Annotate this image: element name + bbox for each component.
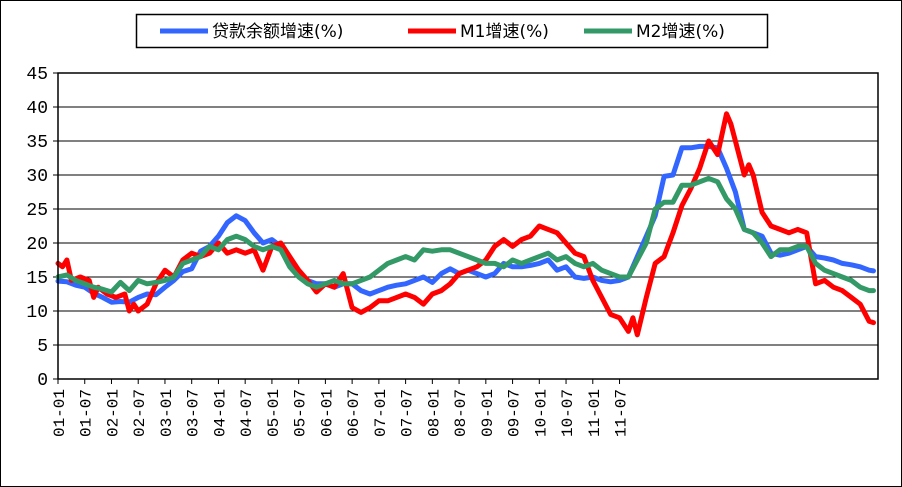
y-tick-label: 30	[26, 167, 48, 187]
y-tick-label: 40	[26, 99, 48, 119]
y-tick-label: 45	[26, 65, 48, 85]
series-line-m2	[55, 175, 876, 295]
y-tick-label: 0	[37, 371, 48, 391]
x-tick-label: 11-01	[586, 389, 604, 437]
x-tick-label: 04-01	[211, 389, 229, 437]
legend-label-m1: M1增速(%)	[460, 22, 549, 42]
y-tick-label: 20	[26, 235, 48, 255]
series-line-m1	[55, 111, 876, 338]
series-lines	[55, 111, 876, 338]
y-tick-label: 5	[37, 337, 48, 357]
y-tick-label: 10	[26, 303, 48, 323]
x-tick-label: 05-07	[292, 389, 310, 437]
x-tick-label: 10-01	[532, 389, 550, 437]
legend-label-loan: 贷款余额增速(%)	[212, 22, 343, 42]
x-tick-label: 09-07	[506, 389, 524, 437]
y-axis-ticks: 0 5 10 15 20 25 30 35 40 45	[26, 65, 58, 391]
x-tick-label: 02-07	[131, 389, 149, 437]
plot-area	[57, 72, 879, 380]
x-tick-label: 06-01	[318, 389, 336, 437]
x-tick-label: 06-07	[345, 389, 363, 437]
y-tick-label: 35	[26, 133, 48, 153]
x-tick-label: 05-01	[265, 389, 283, 437]
x-tick-label: 11-07	[613, 389, 631, 437]
legend: 贷款余额增速(%) M1增速(%) M2增速(%)	[135, 13, 769, 49]
x-tick-label: 07-07	[399, 389, 417, 437]
x-tick-label: 02-01	[104, 389, 122, 437]
y-tick-label: 15	[26, 269, 48, 289]
x-tick-label: 08-01	[425, 389, 443, 437]
legend-label-m2: M2增速(%)	[636, 22, 725, 42]
x-tick-label: 01-07	[78, 389, 96, 437]
x-tick-label: 07-01	[372, 389, 390, 437]
x-tick-label: 09-01	[479, 389, 497, 437]
x-tick-label: 04-07	[238, 389, 256, 437]
y-tick-label: 25	[26, 201, 48, 221]
x-axis-ticks: 01-01 01-07 02-01 02-07 03-01 03-07 04-01 04-07…	[51, 379, 631, 437]
x-tick-label: 03-01	[158, 389, 176, 437]
x-tick-label: 03-07	[185, 389, 203, 437]
x-tick-label: 01-01	[51, 389, 69, 437]
x-tick-label: 10-07	[559, 389, 577, 437]
x-tick-label: 08-07	[452, 389, 470, 437]
